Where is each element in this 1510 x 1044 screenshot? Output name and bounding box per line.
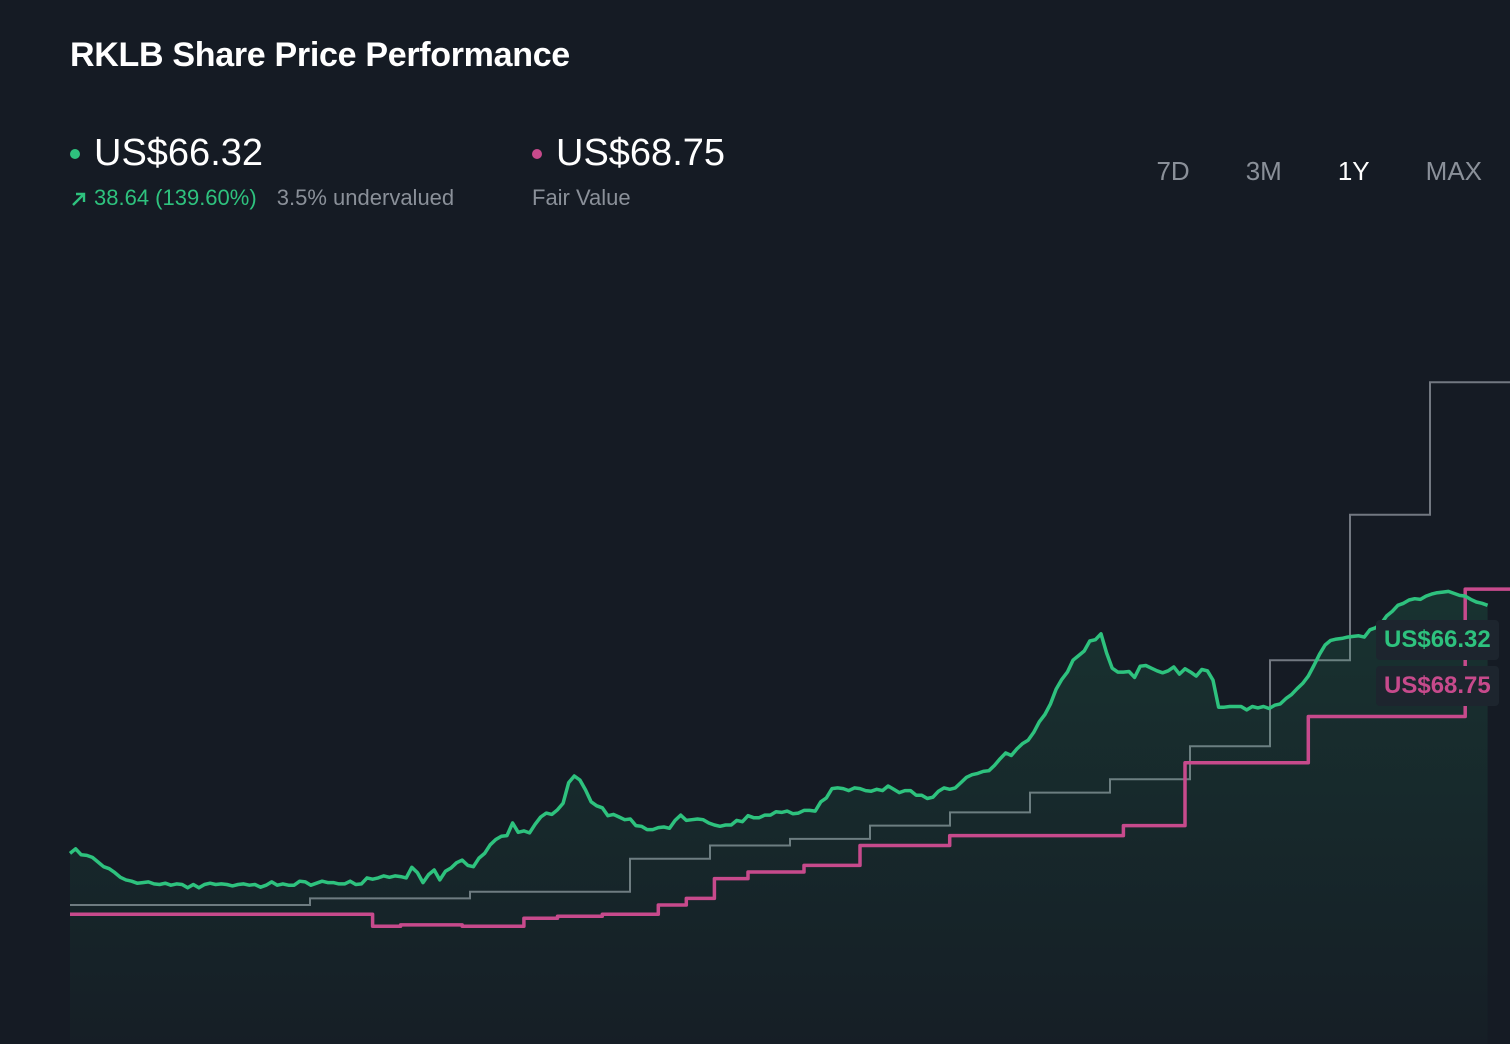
price-area-fill [70,591,1488,1044]
fair-value-label: Fair Value [532,185,631,210]
chart-title: RKLB Share Price Performance [70,36,570,74]
price-stat: US$66.32 38.64 (139.60%) 3.5% undervalue… [70,132,454,211]
price-change: 38.64 (139.60%) [70,185,263,210]
fair-value-stat: US$68.75 Fair Value [532,132,725,211]
range-tab-1y[interactable]: 1Y [1337,156,1370,186]
range-tab-max[interactable]: MAX [1425,156,1482,186]
valuation-text: 3.5% undervalued [276,185,455,210]
price-dot-icon [70,148,80,159]
price-change-text: 38.64 (139.60%) [94,185,257,210]
range-tab-7d[interactable]: 7D [1156,156,1190,186]
fair-value-line [70,587,1510,928]
arrow-up-right-icon [72,192,86,207]
range-tab-3m[interactable]: 3M [1245,156,1282,186]
fair-value-value: US$68.75 [556,132,726,174]
share-price-line [68,589,1489,890]
price-value: US$66.32 [94,132,264,174]
fair-value-end-label: US$68.75 [1376,666,1499,706]
range-selector: 7D 3M 1Y MAX [1100,156,1482,187]
fair-value-dot-icon [532,148,542,159]
price-end-label: US$66.32 [1376,620,1499,660]
